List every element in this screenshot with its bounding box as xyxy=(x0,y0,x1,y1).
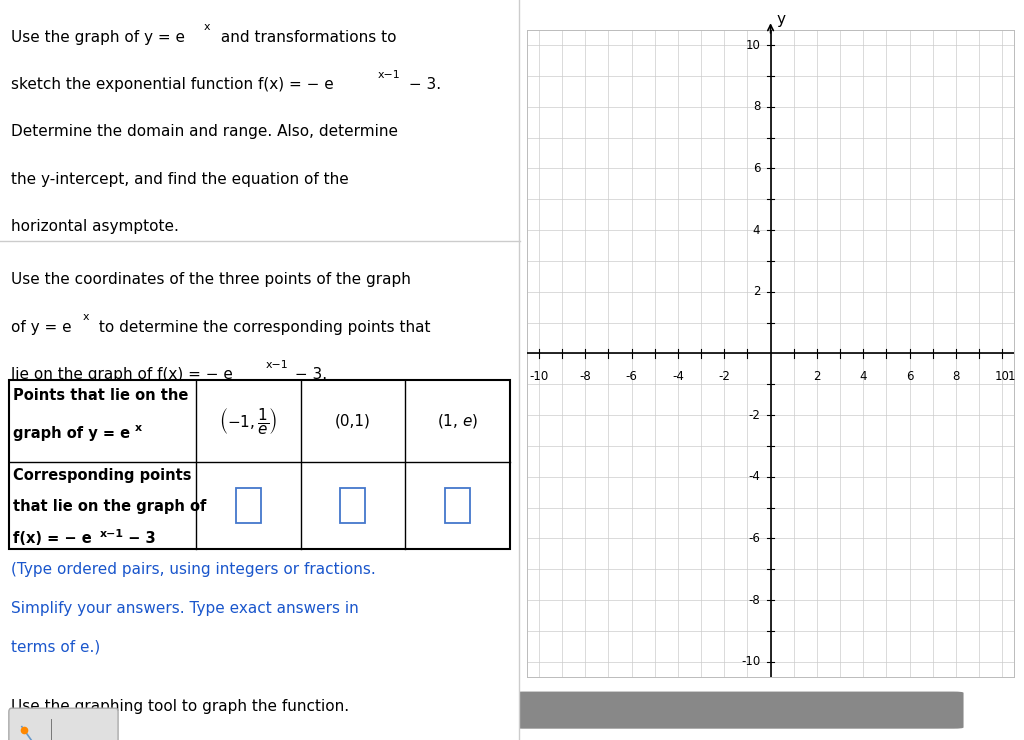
Text: and transformations to: and transformations to xyxy=(216,30,396,44)
Text: graph of y = e: graph of y = e xyxy=(13,426,130,441)
Text: -2: -2 xyxy=(718,370,730,383)
Text: Points that lie on the: Points that lie on the xyxy=(13,388,188,403)
Text: -2: -2 xyxy=(749,408,760,422)
Text: -6: -6 xyxy=(749,532,760,545)
Bar xyxy=(9,380,510,549)
FancyBboxPatch shape xyxy=(9,708,118,740)
Text: -4: -4 xyxy=(672,370,684,383)
Text: $\left(-1,\dfrac{1}{e}\right)$: $\left(-1,\dfrac{1}{e}\right)$ xyxy=(219,406,278,436)
Text: 2: 2 xyxy=(753,285,760,298)
Text: x−1: x−1 xyxy=(378,70,400,80)
Text: 6: 6 xyxy=(753,162,760,175)
Bar xyxy=(445,488,470,523)
Text: 10: 10 xyxy=(745,38,760,52)
Text: (0,1): (0,1) xyxy=(335,414,371,428)
Text: 4: 4 xyxy=(753,223,760,237)
Text: (1, $e$): (1, $e$) xyxy=(437,412,478,430)
Text: 1: 1 xyxy=(1008,370,1015,383)
Text: terms of e.): terms of e.) xyxy=(11,639,100,654)
Text: -8: -8 xyxy=(580,370,591,383)
Text: -10: -10 xyxy=(529,370,549,383)
Text: to determine the corresponding points that: to determine the corresponding points th… xyxy=(93,320,430,334)
Text: Use the coordinates of the three points of the graph: Use the coordinates of the three points … xyxy=(11,272,412,287)
Text: f(x) = − e: f(x) = − e xyxy=(13,531,92,546)
Text: -6: -6 xyxy=(626,370,638,383)
Bar xyxy=(340,488,366,523)
Text: Corresponding points: Corresponding points xyxy=(13,468,191,482)
Text: x: x xyxy=(204,22,210,33)
Text: x: x xyxy=(83,312,89,323)
Text: -4: -4 xyxy=(749,470,760,483)
Text: the y-intercept, and find the equation of the: the y-intercept, and find the equation o… xyxy=(11,172,349,186)
Text: Simplify your answers. Type exact answers in: Simplify your answers. Type exact answer… xyxy=(11,601,359,616)
Text: 10: 10 xyxy=(994,370,1010,383)
Text: − 3.: − 3. xyxy=(290,367,327,382)
Text: sketch the exponential function f(x) = − e: sketch the exponential function f(x) = −… xyxy=(11,77,334,92)
Text: x−1: x−1 xyxy=(100,529,124,539)
Bar xyxy=(236,488,261,523)
Text: y: y xyxy=(776,12,785,27)
Text: Determine the domain and range. Also, determine: Determine the domain and range. Also, de… xyxy=(11,124,398,139)
Text: 8: 8 xyxy=(952,370,959,383)
Text: of y = e: of y = e xyxy=(11,320,72,334)
Text: x: x xyxy=(135,423,142,434)
Text: 6: 6 xyxy=(906,370,913,383)
Text: horizontal asymptote.: horizontal asymptote. xyxy=(11,219,179,234)
Text: − 3.: − 3. xyxy=(403,77,440,92)
FancyBboxPatch shape xyxy=(513,692,964,729)
Text: − 3: − 3 xyxy=(123,531,156,546)
Text: x−1: x−1 xyxy=(265,360,288,370)
Text: Use the graphing tool to graph the function.: Use the graphing tool to graph the funct… xyxy=(11,699,349,713)
Text: lie on the graph of f(x) = − e: lie on the graph of f(x) = − e xyxy=(11,367,233,382)
Text: 2: 2 xyxy=(813,370,820,383)
Text: (Type ordered pairs, using integers or fractions.: (Type ordered pairs, using integers or f… xyxy=(11,562,376,577)
Text: 4: 4 xyxy=(859,370,867,383)
Text: -8: -8 xyxy=(749,593,760,607)
Text: -10: -10 xyxy=(741,655,760,668)
Text: Use the graph of y = e: Use the graph of y = e xyxy=(11,30,185,44)
Text: that lie on the graph of: that lie on the graph of xyxy=(13,499,207,514)
Text: 8: 8 xyxy=(753,100,760,113)
